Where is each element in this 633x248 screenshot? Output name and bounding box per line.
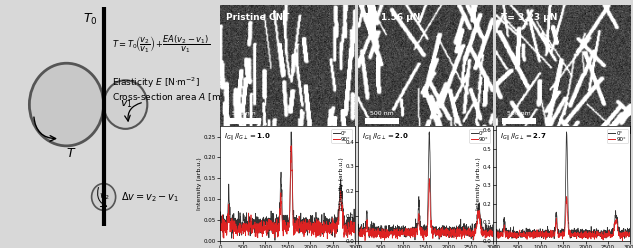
90° [433, 231, 441, 234]
0° [492, 233, 499, 236]
Text: Cross-section area $A$ [m$^2$]: Cross-section area $A$ [m$^2$] [113, 91, 229, 104]
0° [617, 237, 624, 240]
90° [608, 235, 616, 238]
FancyBboxPatch shape [365, 119, 399, 124]
90° [363, 220, 370, 223]
0° [225, 193, 232, 196]
90° [489, 235, 497, 238]
Legend: 0°, 90°: 0°, 90° [470, 129, 491, 143]
Line: 90°: 90° [220, 146, 355, 239]
0° [563, 130, 570, 133]
90° [563, 195, 570, 198]
0° [470, 239, 477, 242]
Text: $T$: $T$ [66, 147, 76, 160]
Line: 0°: 0° [496, 132, 630, 239]
Text: T= 1.56 μN: T= 1.56 μN [364, 13, 420, 22]
90° [574, 231, 582, 234]
Y-axis label: Intensity (arb.u.): Intensity (arb.u.) [339, 157, 344, 210]
0° [351, 238, 359, 241]
0° [608, 228, 616, 231]
90° [437, 235, 444, 238]
0° [574, 234, 582, 237]
Text: 500 nm: 500 nm [370, 111, 394, 116]
Circle shape [29, 63, 104, 146]
90° [303, 225, 310, 228]
0° [437, 230, 444, 233]
Text: Pristine CNT: Pristine CNT [226, 13, 289, 22]
Text: $v_1$: $v_1$ [120, 99, 133, 110]
90° [471, 234, 479, 237]
90° [457, 232, 465, 235]
0° [489, 225, 497, 228]
Text: $T = T_0\!\left(\dfrac{v_2}{v_1}\right)\!+\!\dfrac{EA(v_2-v_1)}{v_1}$: $T = T_0\!\left(\dfrac{v_2}{v_1}\right)\… [113, 33, 210, 55]
0° [271, 239, 279, 242]
0° [319, 223, 327, 226]
Y-axis label: Intensity (arb.u.): Intensity (arb.u.) [197, 157, 203, 210]
90° [354, 230, 362, 233]
Text: $v_2$: $v_2$ [99, 192, 110, 202]
0° [471, 224, 479, 227]
0° [594, 228, 602, 231]
90° [627, 232, 633, 235]
90° [570, 232, 578, 235]
Circle shape [92, 184, 116, 210]
Y-axis label: Intensity (arb.u.): Intensity (arb.u.) [477, 157, 481, 210]
90° [492, 231, 499, 234]
0° [299, 224, 306, 227]
90° [425, 177, 433, 180]
90° [333, 220, 341, 223]
90° [500, 226, 508, 229]
Line: 90°: 90° [496, 197, 630, 241]
FancyBboxPatch shape [227, 119, 261, 124]
0° [433, 227, 441, 230]
Circle shape [104, 80, 147, 129]
Text: $\Delta v=v_2-v_1$: $\Delta v=v_2-v_1$ [121, 190, 179, 204]
Text: $I_{G\parallel}/I_{G\perp}=$2.0: $I_{G\parallel}/I_{G\perp}=$2.0 [362, 131, 409, 142]
Legend: 0°, 90°: 0°, 90° [607, 129, 628, 143]
0° [295, 220, 303, 223]
90° [618, 239, 626, 242]
90° [287, 144, 295, 147]
0° [457, 218, 465, 221]
Legend: 0°, 90°: 0°, 90° [332, 129, 353, 143]
Text: 500 nm: 500 nm [508, 111, 531, 116]
90° [361, 239, 369, 242]
90° [323, 237, 331, 240]
90° [225, 212, 232, 215]
Text: T= 3.23 μN: T= 3.23 μN [501, 13, 558, 22]
Text: Elasticity $E$ [N·m$^{-2}$]: Elasticity $E$ [N·m$^{-2}$] [113, 75, 201, 90]
0° [578, 233, 586, 236]
0° [303, 217, 310, 220]
0° [354, 229, 362, 232]
Text: 500 nm: 500 nm [232, 111, 256, 116]
0° [500, 220, 508, 223]
0° [363, 210, 370, 213]
0° [570, 235, 578, 238]
90° [351, 222, 359, 225]
0° [216, 220, 224, 223]
0° [333, 221, 341, 224]
90° [295, 227, 303, 230]
0° [627, 235, 633, 238]
Line: 0°: 0° [220, 132, 355, 240]
0° [287, 130, 295, 133]
90° [216, 229, 224, 232]
90° [578, 235, 586, 238]
90° [441, 229, 448, 232]
Text: $I_{G\parallel}/I_{G\perp}=$2.7: $I_{G\parallel}/I_{G\perp}=$2.7 [499, 131, 546, 142]
Text: $T_0$: $T_0$ [83, 12, 98, 27]
Line: 0°: 0° [358, 132, 493, 240]
FancyBboxPatch shape [503, 119, 536, 124]
Line: 90°: 90° [358, 179, 493, 241]
90° [594, 230, 602, 233]
0° [441, 230, 448, 233]
90° [299, 230, 306, 233]
90° [319, 230, 327, 233]
0° [425, 130, 433, 133]
Text: $I_{G\parallel}/I_{G\perp}=$1.0: $I_{G\parallel}/I_{G\perp}=$1.0 [224, 131, 271, 142]
